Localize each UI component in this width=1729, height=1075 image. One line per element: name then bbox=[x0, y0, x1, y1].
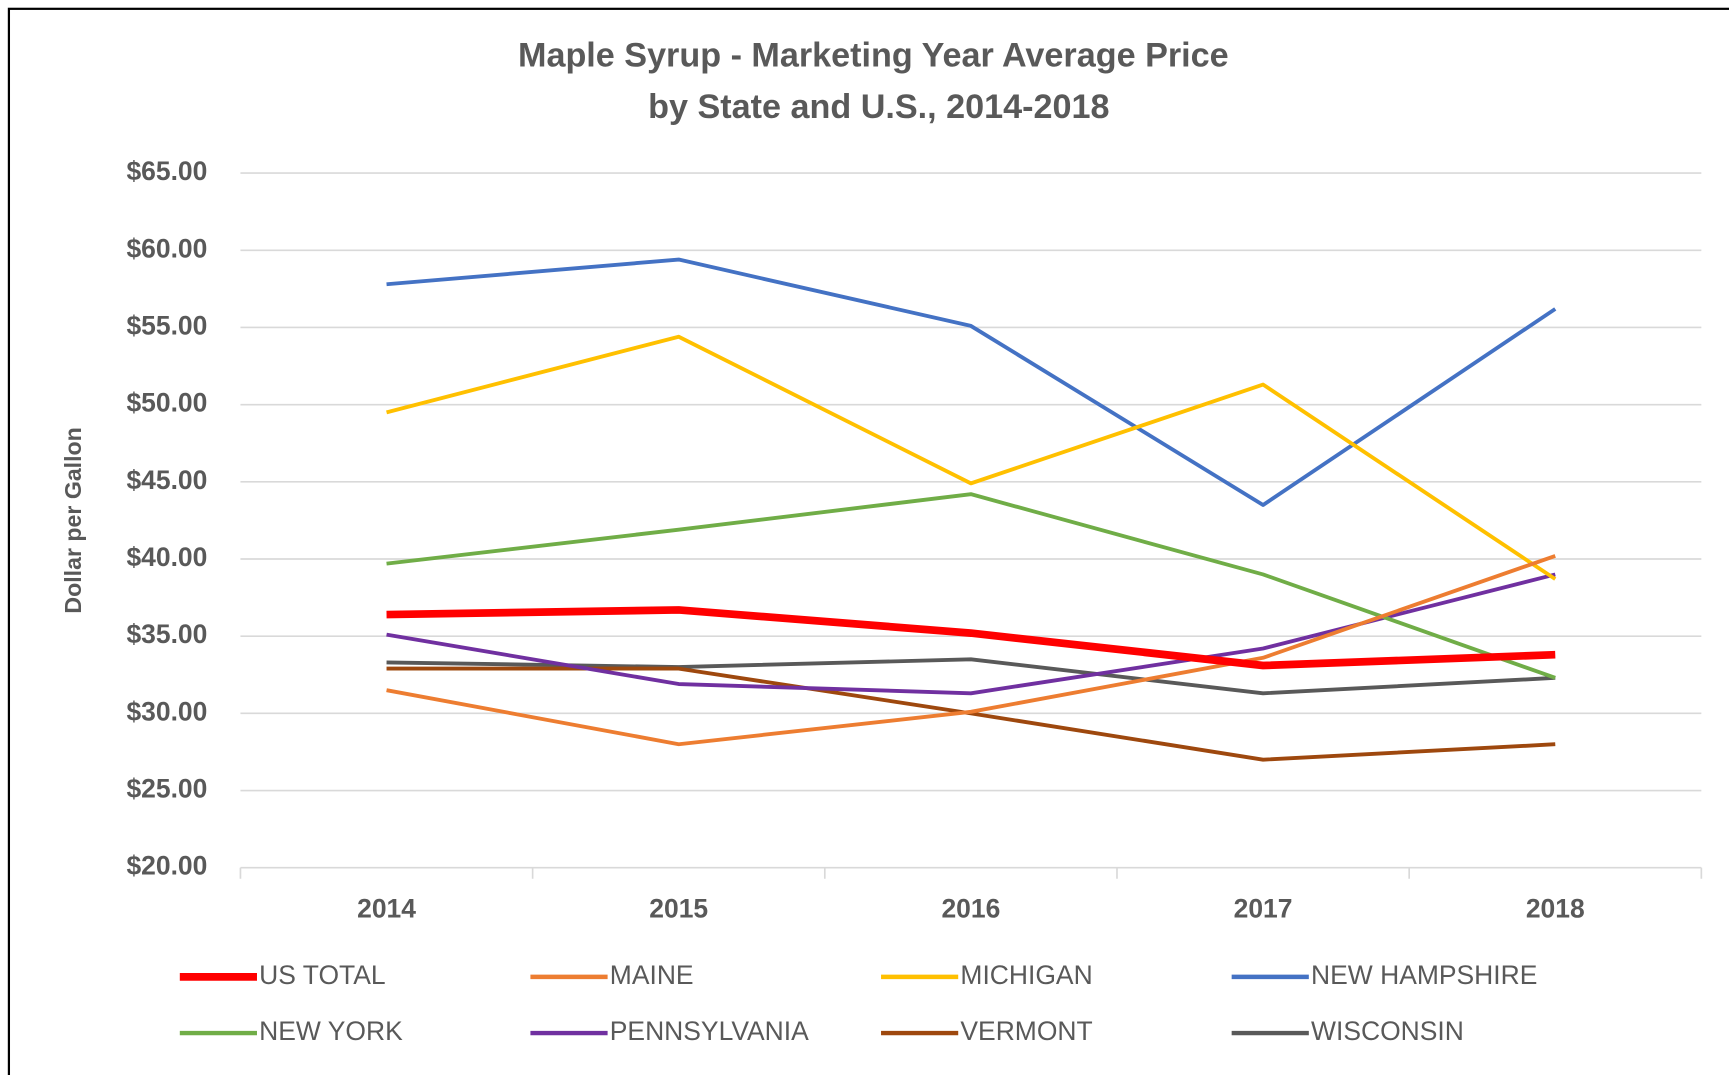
legend-label: NEW YORK bbox=[259, 1016, 403, 1046]
series-line bbox=[386, 554, 1556, 747]
y-axis-label: Dollar per Gallon bbox=[60, 427, 86, 613]
x-tick-label: 2018 bbox=[1526, 894, 1585, 924]
y-tick-label: $20.00 bbox=[126, 851, 207, 881]
legend-label: MAINE bbox=[610, 960, 694, 990]
legend-label: NEW HAMPSHIRE bbox=[1311, 960, 1537, 990]
y-tick-label: $30.00 bbox=[126, 696, 207, 726]
y-tick-label: $40.00 bbox=[126, 542, 207, 572]
legend-label: WISCONSIN bbox=[1311, 1016, 1464, 1046]
y-tick-label: $55.00 bbox=[126, 310, 207, 340]
y-tick-label: $25.00 bbox=[126, 774, 207, 804]
y-tick-label: $45.00 bbox=[126, 465, 207, 495]
y-tick-label: $50.00 bbox=[126, 388, 207, 418]
series-line bbox=[386, 257, 1557, 507]
x-tick-label: 2017 bbox=[1234, 894, 1293, 924]
chart-title: Maple Syrup - Marketing Year Average Pri… bbox=[518, 36, 1229, 74]
y-tick-label: $60.00 bbox=[126, 233, 207, 263]
legend-label: VERMONT bbox=[960, 1016, 1092, 1046]
y-tick-label: $65.00 bbox=[126, 156, 207, 186]
series-line bbox=[386, 606, 1556, 670]
series-line bbox=[386, 334, 1557, 581]
series-line bbox=[386, 492, 1556, 680]
x-tick-label: 2015 bbox=[649, 894, 708, 924]
chart-frame bbox=[7, 7, 1729, 1075]
legend-label: MICHIGAN bbox=[960, 960, 1092, 990]
x-tick-label: 2014 bbox=[357, 894, 416, 924]
series-line bbox=[386, 657, 1556, 696]
y-tick-label: $35.00 bbox=[126, 619, 207, 649]
legend-label: US TOTAL bbox=[259, 960, 385, 990]
legend-label: PENNSYLVANIA bbox=[610, 1016, 809, 1046]
x-tick-label: 2016 bbox=[941, 894, 1000, 924]
chart-subtitle: by State and U.S., 2014-2018 bbox=[648, 88, 1109, 126]
